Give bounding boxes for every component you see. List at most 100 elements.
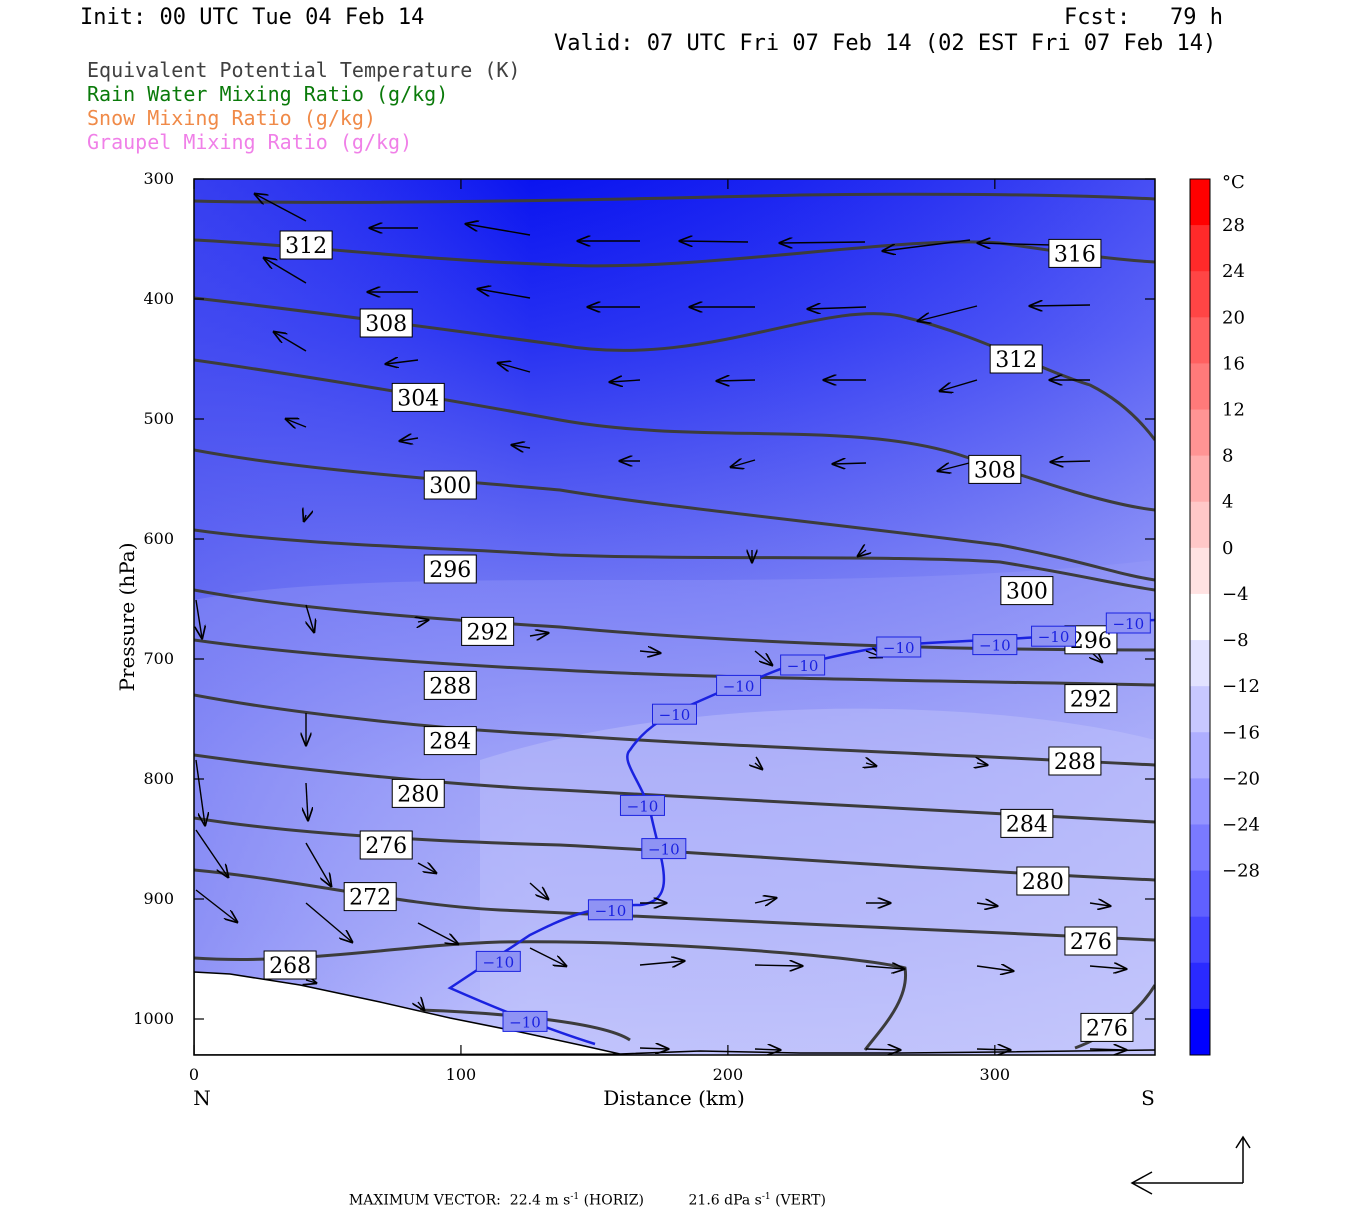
isotherm-label-box xyxy=(502,1010,548,1032)
legend-theta-e: Equivalent Potential Temperature (K) xyxy=(87,58,521,82)
colorbar-swatch xyxy=(1190,547,1210,595)
forecast-hour: Fcst: 79 h xyxy=(1064,5,1223,30)
temperature-shading xyxy=(194,179,1155,1055)
colorbar-swatch xyxy=(1190,732,1210,779)
theta-e-label: 284 xyxy=(1006,812,1048,837)
isotherm-labels: −10 −10 −10 −10 −10 −10 −10 −10 −10 −10 −10 −10 xyxy=(475,612,1151,1032)
y-tick-label: 300 xyxy=(143,169,174,188)
colorbar-label: −12 xyxy=(1222,676,1260,697)
isotherm-label-box xyxy=(587,899,633,921)
y-tick-label: 1000 xyxy=(133,1009,174,1028)
theta-e-label: 296 xyxy=(1070,629,1112,654)
y-tick-label: 400 xyxy=(143,289,174,308)
theta-e-label-box xyxy=(989,344,1043,374)
theta-e-label: 304 xyxy=(397,386,439,411)
colorbar-swatch xyxy=(1190,409,1210,457)
colorbar-swatch xyxy=(1190,916,1210,964)
theta-e-label-box xyxy=(1048,746,1102,776)
theta-e-label: 276 xyxy=(1070,930,1112,955)
theta-e-label-box xyxy=(1064,684,1118,714)
theta-e-label: 272 xyxy=(349,886,391,911)
theta-e-label-box xyxy=(263,950,317,980)
x-tick-label: 200 xyxy=(713,1065,744,1084)
colorbar-swatch xyxy=(1190,271,1210,318)
isotherm-label: −10 xyxy=(659,706,691,724)
colorbar-swatch xyxy=(1190,870,1210,918)
theta-e-label-box xyxy=(1064,926,1118,956)
y-tick-label: 600 xyxy=(143,529,174,548)
colorbar-swatch xyxy=(1190,455,1210,503)
max-vector-label: MAXIMUM VECTOR: xyxy=(348,1192,501,1209)
theta-e-label: 276 xyxy=(1086,1016,1128,1041)
colorbar-label: −24 xyxy=(1222,814,1260,835)
endpoint-left: N xyxy=(193,1086,211,1110)
theta-e-label: 268 xyxy=(269,954,311,979)
plot-frame xyxy=(193,178,1156,1056)
y-tick-label: 700 xyxy=(143,649,174,668)
theta-e-label-box xyxy=(1000,808,1054,838)
colorbar-label: 16 xyxy=(1222,353,1245,374)
isotherm-label: −10 xyxy=(979,637,1011,655)
isotherm-label: −10 xyxy=(1112,615,1144,633)
colorbar-label: 24 xyxy=(1222,261,1245,282)
colorbar-label: 12 xyxy=(1222,400,1245,421)
theta-e-label-box xyxy=(423,470,477,500)
theta-e-label: 300 xyxy=(1006,580,1048,605)
legend-snow: Snow Mixing Ratio (g/kg) xyxy=(87,106,376,130)
vert-exp: -1 xyxy=(761,1192,771,1202)
theta-e-label-box xyxy=(359,830,413,860)
theta-e-label-box xyxy=(423,670,477,700)
colorbar-swatch xyxy=(1190,686,1210,733)
isotherm-label-box xyxy=(780,654,826,676)
theta-e-label-box xyxy=(1000,576,1054,606)
isotherm-label-box xyxy=(475,950,521,972)
theta-e-label: 296 xyxy=(429,558,471,583)
colorbar-swatch xyxy=(1190,363,1210,411)
theta-e-label-box xyxy=(1080,1012,1134,1042)
theta-e-label: 308 xyxy=(974,458,1016,483)
colorbar-swatch xyxy=(1190,317,1210,364)
colorbar-label: 4 xyxy=(1222,492,1233,513)
theta-e-label: 312 xyxy=(285,234,327,259)
colorbar-swatch xyxy=(1190,824,1210,872)
x-tick-label: 300 xyxy=(980,1065,1011,1084)
isotherm-label: −10 xyxy=(482,953,514,971)
colorbar-label: 0 xyxy=(1222,538,1233,559)
theta-e-label-box xyxy=(359,308,413,338)
theta-e-label: 300 xyxy=(429,474,471,499)
y-axis-label: Pressure (hPa) xyxy=(115,543,139,692)
isotherm-label-box xyxy=(641,838,687,860)
theta-e-label-box xyxy=(1048,238,1102,268)
theta-e-label-box xyxy=(279,230,333,260)
theta-e-label: 280 xyxy=(1022,870,1064,895)
init-time: Init: 00 UTC Tue 04 Feb 14 xyxy=(80,5,425,30)
colorbar xyxy=(1189,178,1211,1056)
horiz-exp: -1 xyxy=(570,1192,580,1202)
theta-e-labels: 312 316 308 312 304 308 300 296 300 292 296 288 292 2… xyxy=(263,230,1134,1042)
legend-rain: Rain Water Mixing Ratio (g/kg) xyxy=(87,82,449,106)
x-axis-label: Distance (km) xyxy=(603,1086,745,1110)
legend-graupel: Graupel Mixing Ratio (g/kg) xyxy=(87,130,413,154)
isotherm-label: −10 xyxy=(509,1013,541,1031)
theta-e-label: 288 xyxy=(429,674,471,699)
colorbar-swatch xyxy=(1190,1008,1210,1056)
isotherm-label: −10 xyxy=(787,657,819,675)
isotherm-label-box xyxy=(716,674,762,696)
isotherm-label-box xyxy=(652,703,697,725)
isotherm-label-box xyxy=(619,794,665,816)
vert-suffix: (VERT) xyxy=(770,1192,826,1209)
theta-e-label: 292 xyxy=(467,620,509,645)
isotherm-label-box xyxy=(1105,612,1151,634)
colorbar-swatch xyxy=(1190,640,1210,687)
colorbar-label: −4 xyxy=(1222,584,1249,605)
colorbar-swatch xyxy=(1190,501,1210,549)
colorbar-label: −28 xyxy=(1222,861,1260,882)
theta-e-label-box xyxy=(391,778,445,808)
theta-e-label: 284 xyxy=(429,730,471,755)
theta-e-label-box xyxy=(391,382,445,412)
isotherm-label: −10 xyxy=(723,677,755,695)
max-vector-caption: MAXIMUM VECTOR: 22.4 m s-1 (HORIZ) 21.6 … xyxy=(340,1176,826,1209)
colorbar-swatch xyxy=(1190,593,1210,641)
colorbar-label: 20 xyxy=(1222,307,1245,328)
theta-e-label-box xyxy=(423,554,477,584)
